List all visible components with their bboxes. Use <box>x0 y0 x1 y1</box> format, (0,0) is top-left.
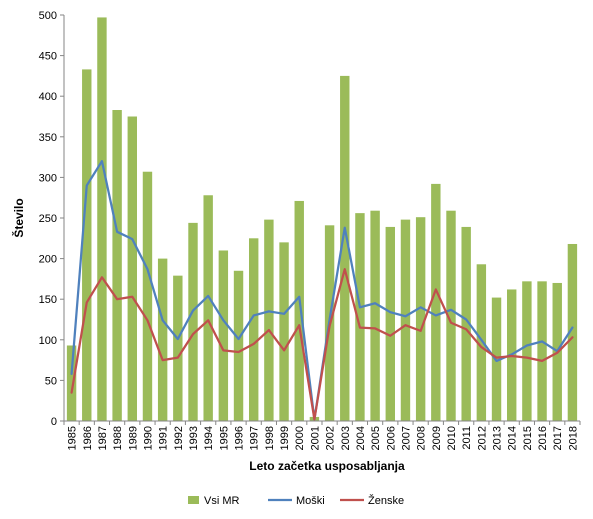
x-tick-label: 2012 <box>476 426 488 450</box>
x-tick-label: 2000 <box>294 426 306 450</box>
y-ticks: 0 50 100 150 200 250 300 350 400 450 500 <box>39 10 64 428</box>
x-tick-label: 2016 <box>537 426 549 450</box>
x-tick-label: 2014 <box>507 426 519 450</box>
bar-vsi-mr <box>249 238 259 421</box>
x-tick-label: 1988 <box>112 426 124 450</box>
bar-vsi-mr <box>400 219 411 421</box>
x-tick-label: 2013 <box>492 426 504 450</box>
bar-vsi-mr <box>431 183 441 421</box>
bars-layer <box>66 17 578 422</box>
line--enske <box>70 268 574 421</box>
legend-swatch-vsi-mr <box>188 496 199 504</box>
x-tick-label: 2005 <box>370 426 382 450</box>
y-tick-label: 100 <box>39 335 57 347</box>
x-tick-label: 2006 <box>385 426 397 450</box>
x-tick-label: 2011 <box>461 426 473 450</box>
legend-label-mo-ki: Moški <box>296 495 325 507</box>
y-tick-label: 250 <box>39 213 57 225</box>
x-tick-label: 2008 <box>416 426 428 450</box>
bar-vsi-mr <box>97 17 107 421</box>
x-tick-label: 2007 <box>400 426 412 450</box>
x-tick-label: 1998 <box>264 426 276 450</box>
legend: Vsi MR Moški Ženske <box>188 494 404 507</box>
x-tick-label: 2009 <box>431 426 443 450</box>
y-tick-label: 0 <box>51 416 57 428</box>
x-tick-label: 2010 <box>446 426 458 450</box>
x-tick-label: 2017 <box>552 426 564 450</box>
bar-vsi-mr <box>264 219 274 421</box>
bar-vsi-mr <box>66 345 77 421</box>
x-tick-label: 1997 <box>249 426 261 450</box>
x-tick-label: 1992 <box>173 426 185 450</box>
bar-vsi-mr <box>157 258 168 421</box>
y-tick-label: 450 <box>39 51 57 63</box>
y-axis-title: Število <box>11 198 26 237</box>
x-tick-label: 1986 <box>82 426 94 450</box>
x-tick-label: 2002 <box>325 426 337 450</box>
bar-vsi-mr <box>522 281 532 421</box>
x-tick-label: 2004 <box>355 426 367 450</box>
axes-layer <box>63 15 580 422</box>
bar-vsi-mr <box>567 243 578 421</box>
x-tick-label: 1987 <box>97 426 109 450</box>
bar-vsi-mr <box>370 210 380 421</box>
y-tick-label: 500 <box>39 10 57 22</box>
x-tick-label: 1989 <box>127 426 139 450</box>
bar-vsi-mr <box>340 75 350 422</box>
bar-vsi-mr <box>142 171 153 421</box>
x-tick-label: 1993 <box>188 426 200 450</box>
bar-vsi-mr <box>112 110 122 421</box>
x-tick-label: 1991 <box>158 426 170 450</box>
lines-layer <box>70 160 574 421</box>
x-tick-label: 2015 <box>522 426 534 450</box>
bar-vsi-mr <box>82 69 92 422</box>
x-tick-label: 1995 <box>218 426 230 450</box>
bar-vsi-mr <box>476 264 487 421</box>
y-tick-label: 400 <box>39 91 57 103</box>
bar-vsi-mr <box>461 226 471 421</box>
legend-label--enske: Ženske <box>368 494 404 507</box>
x-tick-label: 2001 <box>309 426 321 450</box>
bar-vsi-mr <box>294 200 304 421</box>
bar-vsi-mr <box>385 226 395 421</box>
legend-label-vsi-mr: Vsi MR <box>204 495 240 507</box>
x-ticks: 1985 1986 1987 1988 1989 1990 1991 1992 1993 1994… <box>63 421 581 450</box>
x-tick-label: 2003 <box>340 426 352 450</box>
x-axis-title: Leto začetka usposabljanja <box>249 459 405 473</box>
bar-vsi-mr <box>355 213 365 421</box>
bar-vsi-mr <box>446 210 456 421</box>
bar-vsi-mr <box>188 222 198 421</box>
bar-vsi-mr <box>173 275 183 421</box>
x-tick-label: 2018 <box>567 426 579 450</box>
y-tick-label: 300 <box>39 172 57 184</box>
x-tick-label: 1996 <box>234 426 246 450</box>
bar-vsi-mr <box>127 116 137 421</box>
x-tick-label: 1985 <box>67 426 79 450</box>
x-tick-label: 1999 <box>279 426 291 450</box>
bar-vsi-mr <box>203 195 213 421</box>
bar-vsi-mr <box>415 217 426 421</box>
y-tick-label: 50 <box>45 375 57 387</box>
x-tick-label: 1990 <box>142 426 154 450</box>
y-tick-label: 200 <box>39 254 57 266</box>
y-tick-label: 350 <box>39 132 57 144</box>
bar-vsi-mr <box>233 270 244 421</box>
bar-vsi-mr <box>279 242 289 421</box>
bar-vsi-mr <box>218 250 229 421</box>
bar-vsi-mr <box>537 281 547 421</box>
y-tick-label: 150 <box>39 294 57 306</box>
x-tick-label: 1994 <box>203 426 215 450</box>
